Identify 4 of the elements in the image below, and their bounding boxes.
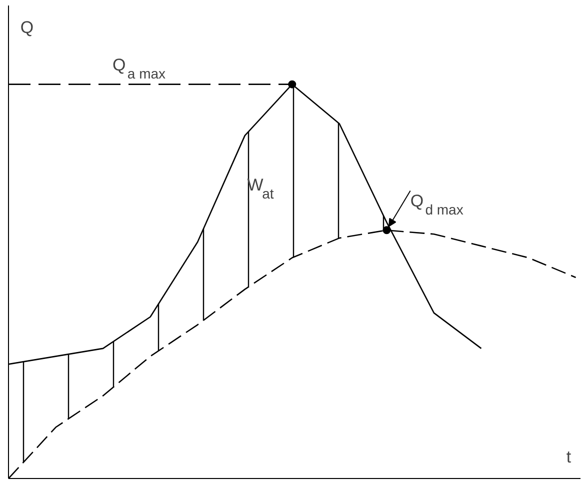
- y-axis-title: Q: [410, 191, 424, 210]
- x-axis-title: t: [566, 448, 572, 467]
- text: Q: [20, 18, 34, 38]
- text: d max: [425, 201, 464, 218]
